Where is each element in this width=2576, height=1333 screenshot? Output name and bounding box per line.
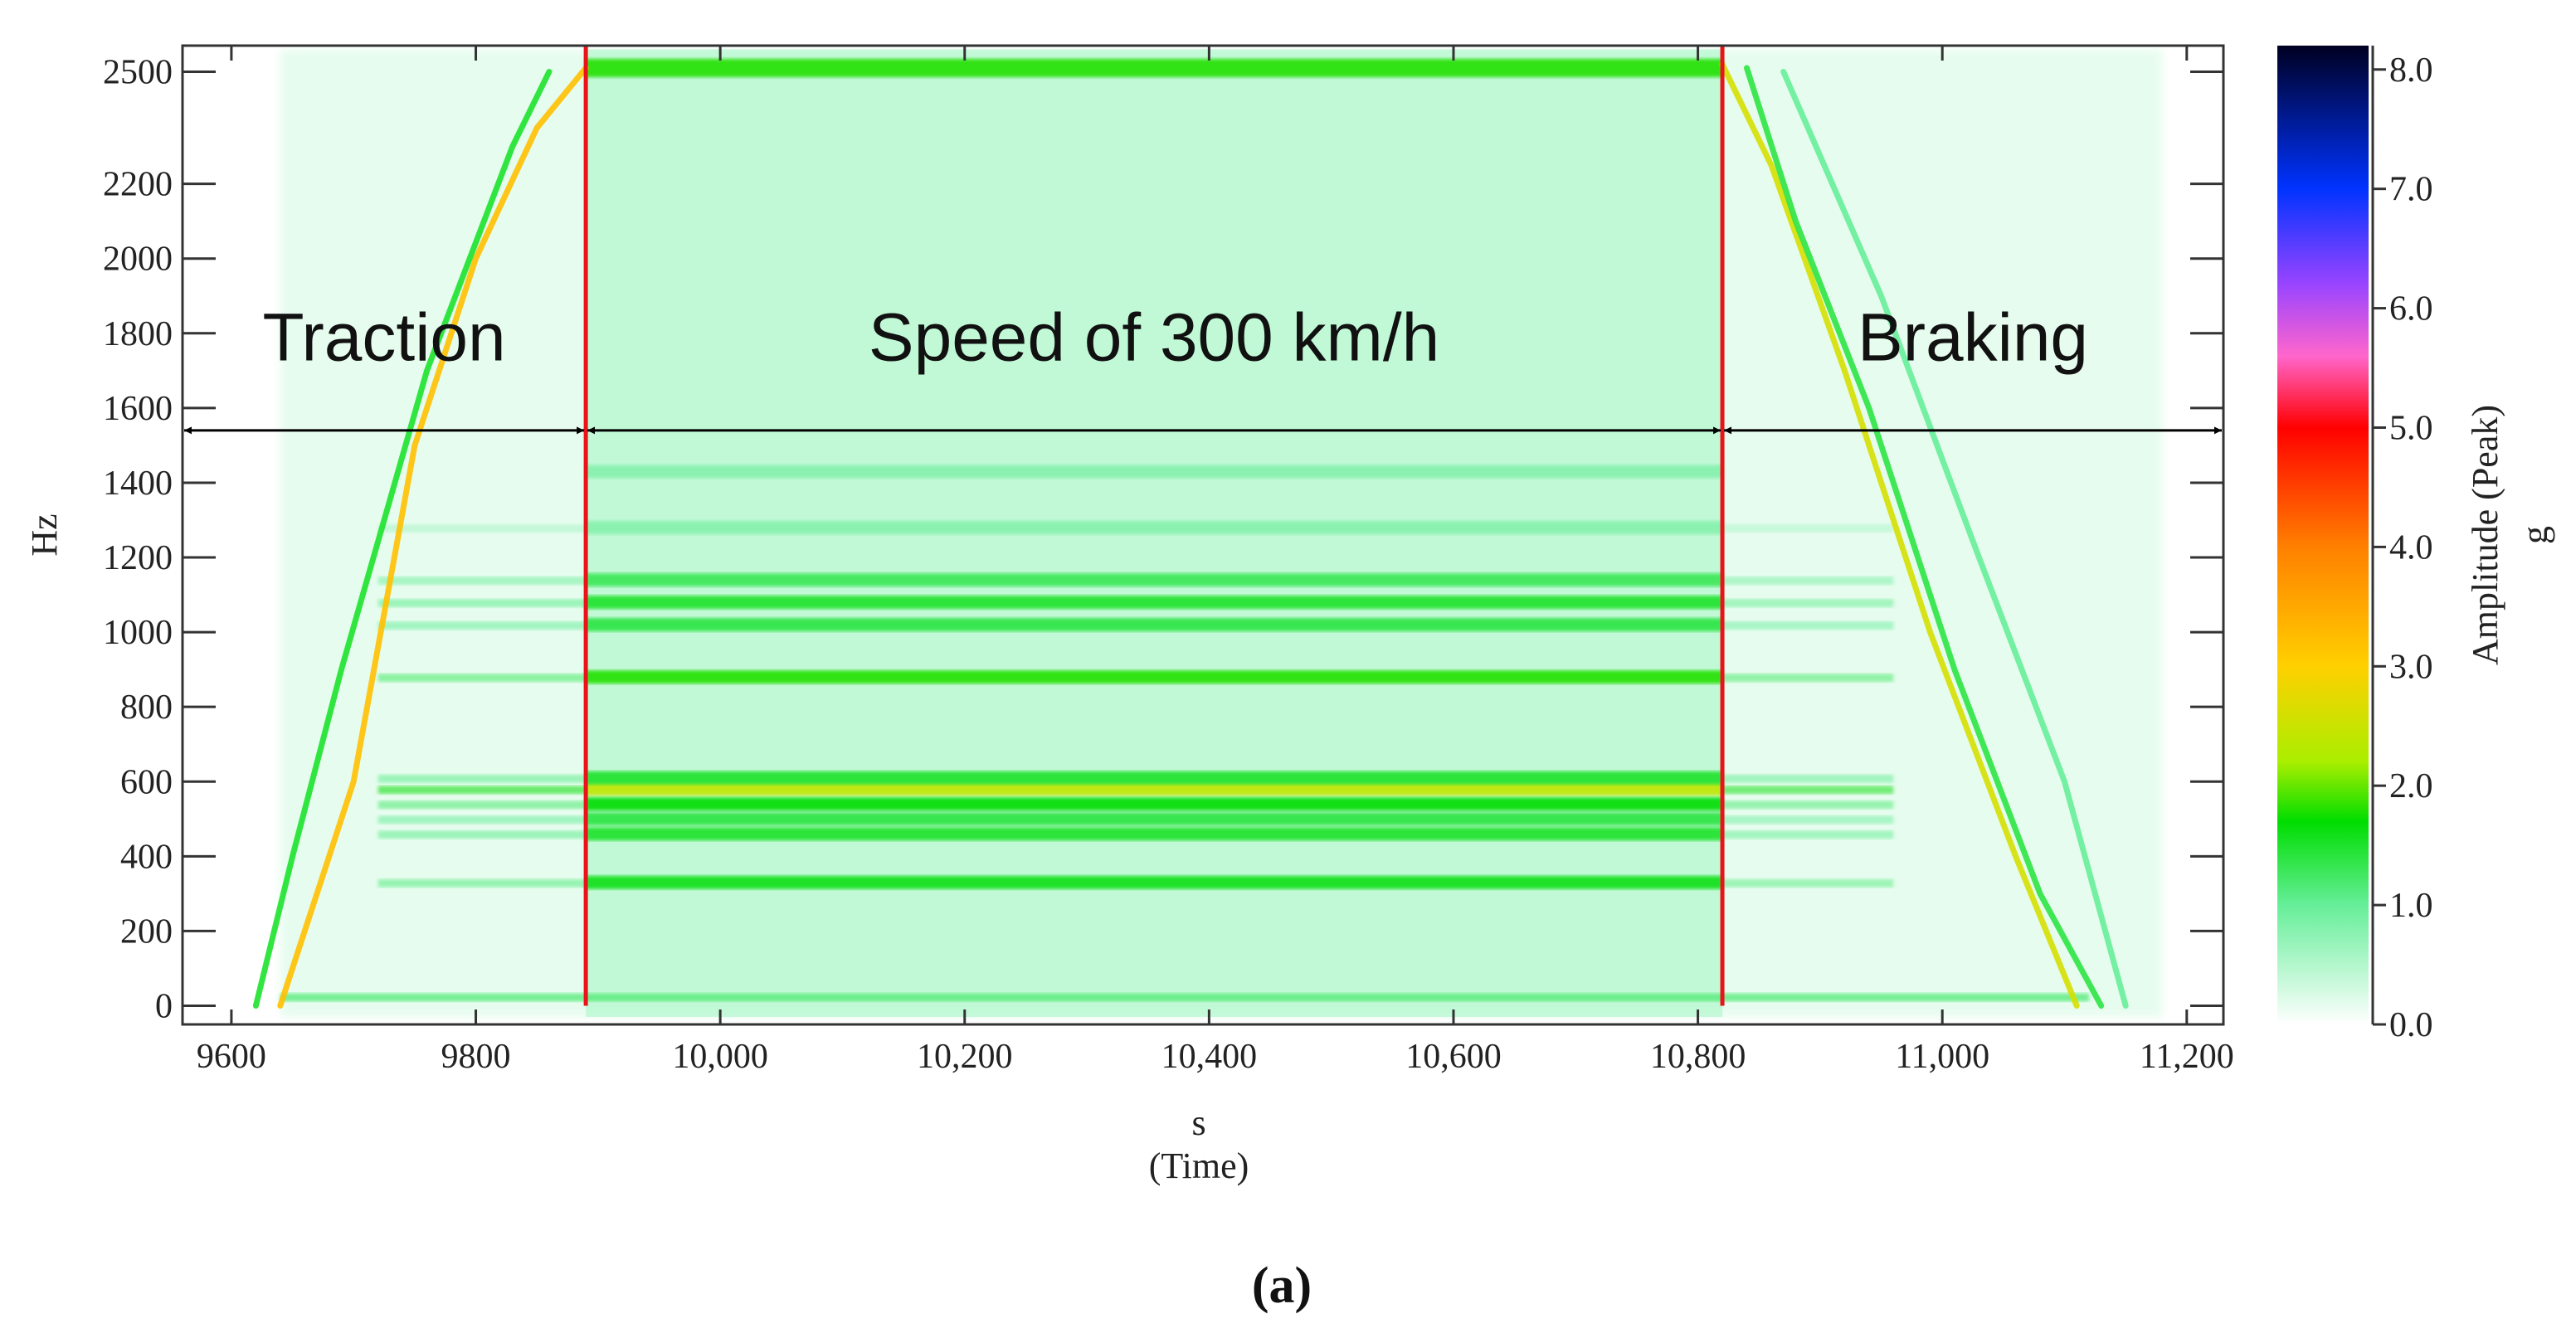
colorbar-tick-label: 8.0 xyxy=(2389,51,2433,90)
y-tick-label: 800 xyxy=(120,688,173,727)
harmonic-band-tail xyxy=(1722,815,1894,825)
harmonic-band-tail xyxy=(377,674,587,683)
harmonic-band-tail xyxy=(377,878,587,888)
harmonic-band xyxy=(586,573,1723,587)
harmonic-band xyxy=(586,618,1723,632)
x-axis-title: (Time) xyxy=(1149,1146,1249,1186)
colorbar-ticks: 0.0 1.0 2.0 3.0 4.0 5.0 6.0 7.0 8.0 xyxy=(2373,51,2433,1044)
harmonic-band-tail xyxy=(377,786,587,795)
harmonic-band xyxy=(586,465,1723,479)
y-tick-label: 1200 xyxy=(103,539,173,577)
harmonic-band-tail xyxy=(1722,674,1894,683)
harmonic-band-tail xyxy=(1722,830,1894,839)
x-tick-label: 9600 xyxy=(197,1038,266,1076)
floor-band xyxy=(280,993,2089,1002)
x-tick-label: 11,000 xyxy=(1895,1038,1989,1076)
y-tick-label: 0 xyxy=(155,987,173,1025)
x-axis: 9600 9800 10,000 10,200 10,400 10,600 10,800 11… xyxy=(197,46,2234,1076)
y-tick-label: 2200 xyxy=(103,166,173,204)
harmonic-band-tail xyxy=(1722,599,1894,608)
harmonic-band-tail xyxy=(377,830,587,839)
colorbar-tick-label: 7.0 xyxy=(2389,171,2433,209)
y-tick-label: 600 xyxy=(120,763,173,801)
harmonic-band-tail xyxy=(1722,523,1894,533)
y-tick-label: 2500 xyxy=(103,54,173,92)
x-tick-label: 10,200 xyxy=(917,1038,1013,1076)
x-tick-label: 11,200 xyxy=(2140,1038,2234,1076)
x-tick-label: 10,600 xyxy=(1405,1038,1502,1076)
harmonic-band xyxy=(586,670,1723,684)
colorbar-scale xyxy=(2277,46,2369,1024)
harmonic-band-tail xyxy=(377,800,587,810)
colorbar-tick-label: 6.0 xyxy=(2389,290,2433,328)
y-tick-label: 1400 xyxy=(103,465,173,503)
y-tick-label: 400 xyxy=(120,838,173,876)
phase-label: Speed of 300 km/h xyxy=(869,299,1439,375)
figure-caption: (a) xyxy=(1252,1258,1312,1314)
colorbar-tick-label: 5.0 xyxy=(2389,409,2433,447)
colorbar: 0.0 1.0 2.0 3.0 4.0 5.0 6.0 7.0 8.0 Amplitude (P… xyxy=(2277,46,2555,1044)
y-axis-title: Hz xyxy=(24,513,65,556)
harmonic-band-tail xyxy=(377,774,587,783)
y-tick-label: 1600 xyxy=(103,390,173,428)
phase-labels: Traction Speed of 300 km/h Braking xyxy=(262,299,2088,375)
harmonic-band-tail xyxy=(1722,621,1894,630)
harmonic-band xyxy=(586,771,1723,785)
harmonic-band xyxy=(586,782,1723,796)
sweep-line xyxy=(1780,69,2129,1009)
harmonic-band xyxy=(586,812,1723,826)
harmonic-band xyxy=(586,59,1723,78)
x-tick-label: 9800 xyxy=(441,1038,511,1076)
y-axis: 0 200 400 600 800 1000 1200 1400 1600 1800 2000 220… xyxy=(103,54,2223,1025)
sweep-line xyxy=(1719,61,2080,1009)
harmonic-band-tail xyxy=(1722,576,1894,586)
harmonic-band xyxy=(586,596,1723,610)
harmonic-band-tail xyxy=(377,815,587,825)
y-tick-label: 2000 xyxy=(103,241,173,279)
plot-area: Traction Speed of 300 km/h Braking xyxy=(181,44,2225,1026)
phase-boundaries xyxy=(583,46,1725,1006)
harmonic-band-tail xyxy=(377,523,587,533)
sweep-line xyxy=(1744,65,2105,1009)
sweep-line xyxy=(252,69,553,1009)
harmonic-band xyxy=(586,875,1723,889)
colorbar-title: Amplitude (Peak) xyxy=(2465,405,2505,665)
y-tick-label: 1800 xyxy=(103,315,173,353)
colorbar-unit: g xyxy=(2515,526,2555,544)
sweep-line xyxy=(277,65,589,1009)
harmonic-band xyxy=(586,827,1723,841)
harmonic-band xyxy=(586,797,1723,811)
x-tick-label: 10,400 xyxy=(1161,1038,1258,1076)
harmonic-band-tail xyxy=(377,621,587,630)
y-tick-label: 200 xyxy=(120,912,173,951)
colorbar-tick-label: 0.0 xyxy=(2389,1006,2433,1044)
colorbar-tick-label: 4.0 xyxy=(2389,528,2433,567)
colorbar-tick-label: 3.0 xyxy=(2389,648,2433,686)
x-tick-label: 10,800 xyxy=(1650,1038,1746,1076)
phase-label: Traction xyxy=(262,299,505,375)
harmonic-band-tail xyxy=(1722,786,1894,795)
phase-label: Braking xyxy=(1858,299,2088,375)
x-axis-unit: s xyxy=(1191,1102,1205,1143)
harmonic-band-tail xyxy=(1722,800,1894,810)
colorbar-tick-label: 1.0 xyxy=(2389,887,2433,925)
harmonic-band-tail xyxy=(1722,774,1894,783)
plot-frame xyxy=(181,44,2225,1026)
heatmap-layer xyxy=(252,49,2163,1017)
y-tick-label: 1000 xyxy=(103,614,173,652)
harmonic-band xyxy=(586,520,1723,534)
harmonic-band-tail xyxy=(377,599,587,608)
colorbar-tick-label: 2.0 xyxy=(2389,767,2433,805)
harmonic-band-tail xyxy=(1722,878,1894,888)
x-tick-label: 10,000 xyxy=(672,1038,768,1076)
harmonic-band-tail xyxy=(377,576,587,586)
